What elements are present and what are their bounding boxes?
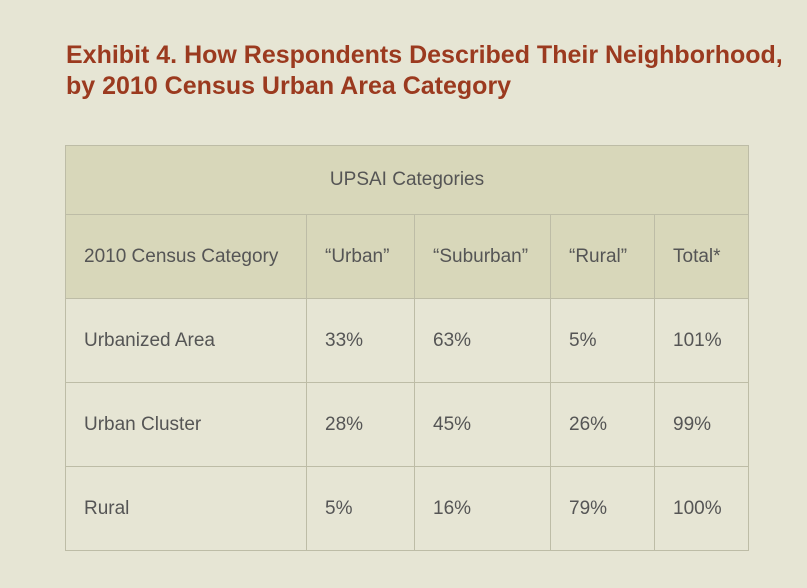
table-row: Urban Cluster 28% 45% 26% 99% [65, 382, 750, 467]
cell: 101% [653, 298, 750, 383]
cell: 28% [306, 382, 415, 467]
group-header: UPSAI Categories [64, 145, 750, 215]
cell: 63% [414, 298, 551, 383]
row-label: Urban Cluster [65, 382, 307, 467]
row-label: Rural [65, 466, 307, 551]
cell: 45% [414, 382, 551, 467]
title: Exhibit 4. How Respondents Described The… [66, 41, 783, 100]
group-header-row: UPSAI Categories [64, 145, 750, 215]
column-header-row: 2010 Census Category “Urban” “Suburban” “Ru… [65, 214, 750, 299]
cell: 5% [550, 298, 655, 383]
cell: 26% [550, 382, 655, 467]
cell: 5% [306, 466, 415, 551]
cell: 99% [653, 382, 750, 467]
column-header: “Urban” [306, 214, 415, 299]
cell: 16% [414, 466, 551, 551]
row-label: Urbanized Area [65, 298, 307, 383]
cell: 100% [653, 466, 750, 551]
table-row: Urbanized Area 33% 63% 5% 101% [65, 298, 750, 383]
cell: 33% [306, 298, 415, 383]
cell: 79% [550, 466, 655, 551]
column-header: Total* [653, 214, 750, 299]
table: UPSAI Categories 2010 Census Category “Urb… [64, 145, 750, 551]
column-header: “Suburban” [414, 214, 551, 299]
column-header: 2010 Census Category [65, 214, 307, 299]
column-header: “Rural” [550, 214, 655, 299]
table-row: Rural 5% 16% 79% 100% [65, 466, 750, 551]
